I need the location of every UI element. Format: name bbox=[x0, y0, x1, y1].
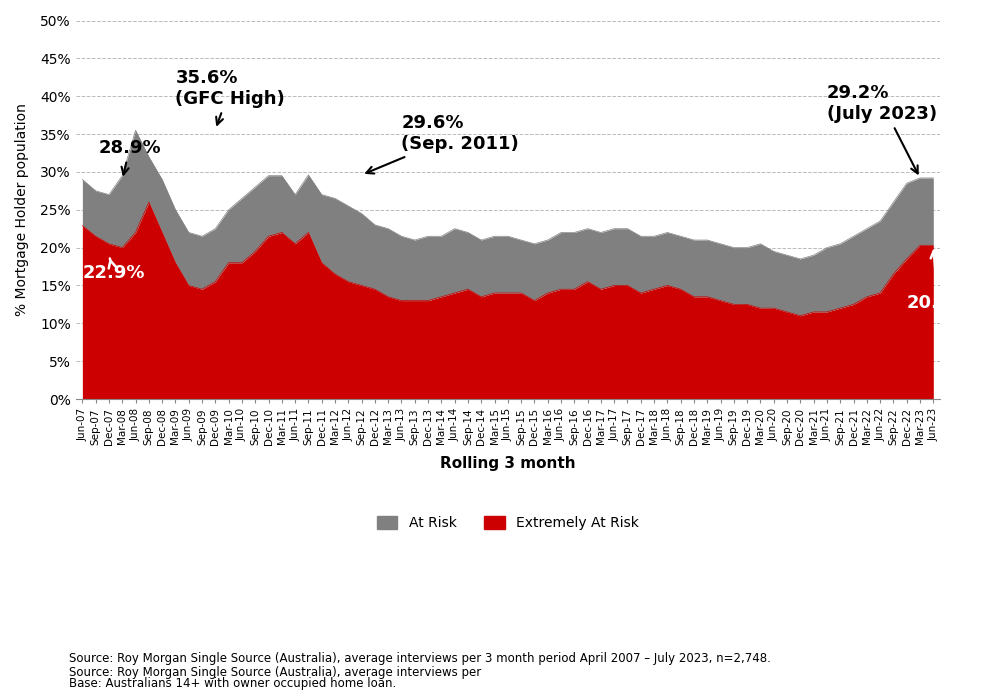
Text: 29.6%
(Sep. 2011): 29.6% (Sep. 2011) bbox=[367, 114, 520, 173]
Y-axis label: % Mortgage Holder population: % Mortgage Holder population bbox=[15, 103, 29, 316]
Text: Source: Roy Morgan Single Source (Australia), average interviews per 3 month per: Source: Roy Morgan Single Source (Austra… bbox=[69, 652, 771, 665]
Text: 22.9%: 22.9% bbox=[82, 258, 145, 282]
Text: Source: Roy Morgan Single Source (Australia), average interviews per: Source: Roy Morgan Single Source (Austra… bbox=[69, 666, 485, 679]
Text: 35.6%
(GFC High): 35.6% (GFC High) bbox=[176, 69, 286, 125]
Text: 20.3%: 20.3% bbox=[907, 251, 969, 312]
Text: 28.9%: 28.9% bbox=[99, 139, 161, 175]
Text: 29.2%
(July 2023): 29.2% (July 2023) bbox=[827, 84, 937, 173]
Legend: At Risk, Extremely At Risk: At Risk, Extremely At Risk bbox=[371, 511, 644, 536]
X-axis label: Rolling 3 month: Rolling 3 month bbox=[440, 456, 576, 471]
Text: Base: Australians 14+ with owner occupied home loan.: Base: Australians 14+ with owner occupie… bbox=[69, 676, 396, 690]
